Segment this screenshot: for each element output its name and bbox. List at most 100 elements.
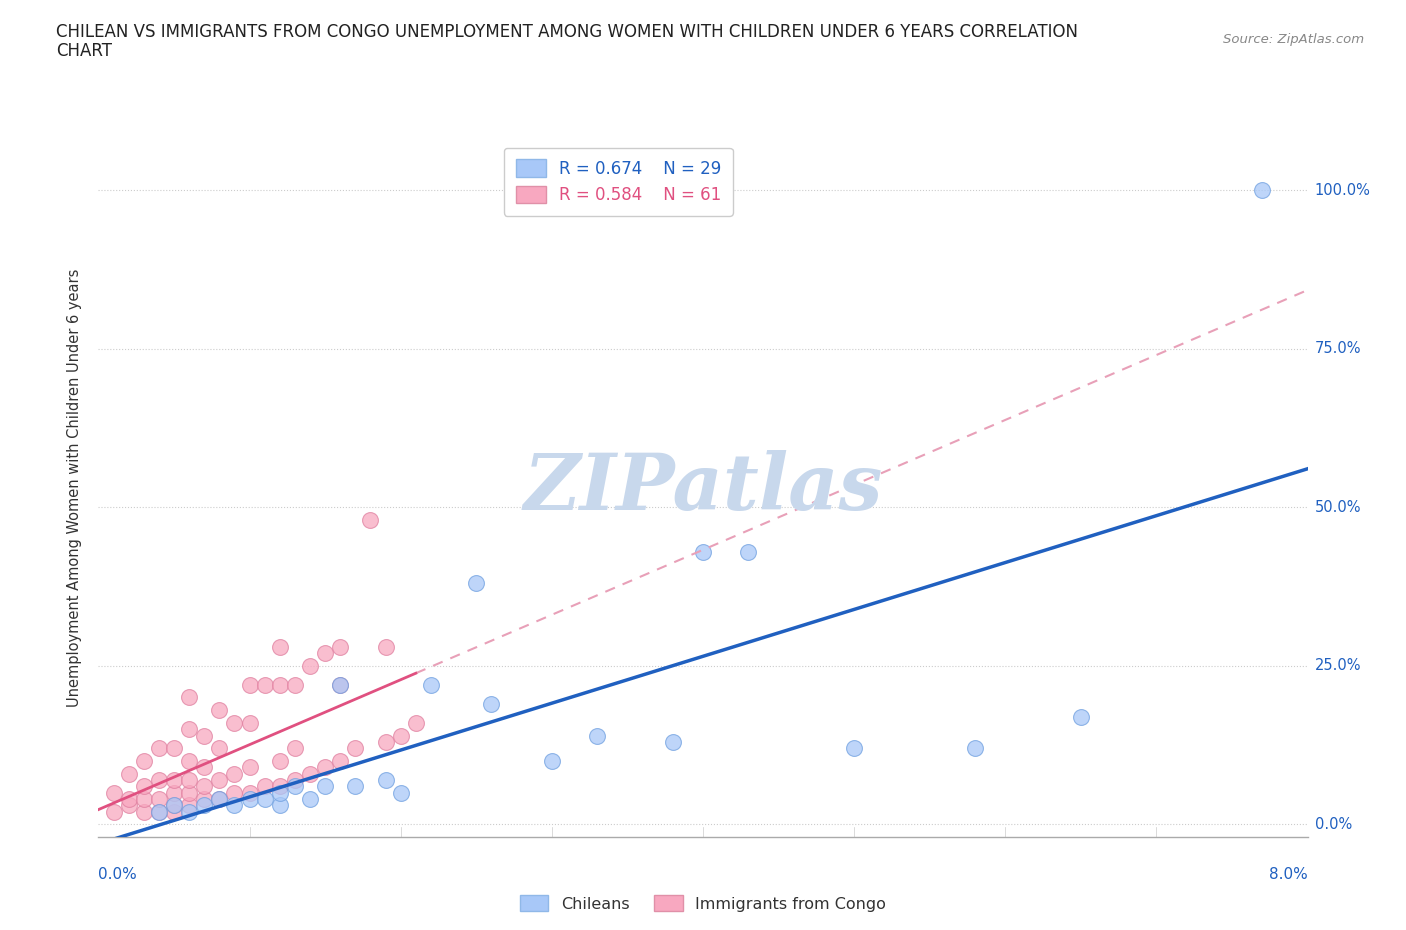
Point (208, 741, 231, 756)
Point (132, 791, 155, 806)
Point (239, 791, 262, 806)
Point (269, 785, 291, 800)
Point (148, 804, 170, 819)
Point (163, 785, 186, 800)
Point (374, 773, 396, 788)
Point (389, 785, 412, 800)
Point (661, 735, 683, 750)
Point (103, 785, 125, 800)
Point (208, 703, 231, 718)
Point (132, 753, 155, 768)
Point (208, 791, 231, 806)
Point (118, 791, 141, 806)
Point (132, 804, 155, 819)
Point (132, 778, 155, 793)
Point (193, 791, 215, 806)
Point (314, 645, 336, 660)
Point (163, 773, 186, 788)
Text: 0.0%: 0.0% (1315, 817, 1351, 831)
Point (179, 773, 201, 788)
Point (179, 722, 201, 737)
Point (118, 766, 141, 781)
Point (344, 741, 367, 756)
Point (179, 804, 201, 819)
Point (1070, 709, 1092, 724)
Text: 25.0%: 25.0% (1315, 658, 1361, 673)
Point (284, 741, 307, 756)
Point (239, 760, 262, 775)
Text: 0.0%: 0.0% (98, 867, 138, 882)
Text: CHART: CHART (56, 42, 112, 60)
Legend: Chileans, Immigrants from Congo: Chileans, Immigrants from Congo (512, 887, 894, 920)
Point (163, 804, 186, 819)
Point (269, 677, 291, 692)
Point (148, 773, 170, 788)
Point (329, 753, 352, 768)
Point (465, 576, 488, 591)
Point (224, 785, 246, 800)
Point (224, 715, 246, 730)
Y-axis label: Unemployment Among Women with Children Under 6 years: Unemployment Among Women with Children U… (67, 269, 83, 708)
Point (965, 741, 987, 756)
Point (299, 658, 322, 673)
Point (163, 741, 186, 756)
Text: 50.0%: 50.0% (1315, 499, 1361, 515)
Point (239, 677, 262, 692)
Point (224, 798, 246, 813)
Point (692, 544, 714, 559)
Point (329, 677, 352, 692)
Point (193, 728, 215, 743)
Point (224, 766, 246, 781)
Text: CHILEAN VS IMMIGRANTS FROM CONGO UNEMPLOYMENT AMONG WOMEN WITH CHILDREN UNDER 6 : CHILEAN VS IMMIGRANTS FROM CONGO UNEMPLO… (56, 23, 1078, 41)
Point (193, 760, 215, 775)
Point (148, 741, 170, 756)
Point (239, 785, 262, 800)
Point (329, 639, 352, 654)
Point (253, 791, 276, 806)
Point (179, 798, 201, 813)
Point (179, 785, 201, 800)
Point (419, 677, 441, 692)
Point (314, 778, 336, 793)
Point (329, 677, 352, 692)
Point (844, 741, 866, 756)
Point (359, 512, 381, 527)
Point (103, 804, 125, 819)
Point (253, 677, 276, 692)
Text: 75.0%: 75.0% (1315, 341, 1361, 356)
Point (284, 773, 307, 788)
Point (148, 804, 170, 819)
Point (405, 715, 427, 730)
Point (253, 778, 276, 793)
Point (540, 753, 562, 768)
Point (314, 760, 336, 775)
Point (269, 639, 291, 654)
Point (374, 735, 396, 750)
Point (284, 677, 307, 692)
Point (179, 753, 201, 768)
Text: ZIPatlas: ZIPatlas (523, 450, 883, 526)
Point (479, 697, 503, 711)
Point (299, 766, 322, 781)
Point (148, 791, 170, 806)
Point (389, 728, 412, 743)
Point (299, 791, 322, 806)
Point (737, 544, 759, 559)
Text: 8.0%: 8.0% (1268, 867, 1308, 882)
Text: Source: ZipAtlas.com: Source: ZipAtlas.com (1223, 33, 1364, 46)
Point (179, 690, 201, 705)
Point (374, 639, 396, 654)
Point (269, 753, 291, 768)
Point (284, 778, 307, 793)
Point (344, 778, 367, 793)
Text: 100.0%: 100.0% (1315, 182, 1371, 198)
Point (193, 778, 215, 793)
Point (193, 798, 215, 813)
Point (1251, 183, 1274, 198)
Point (586, 728, 609, 743)
Point (118, 798, 141, 813)
Point (269, 778, 291, 793)
Point (163, 798, 186, 813)
Point (269, 798, 291, 813)
Point (239, 715, 262, 730)
